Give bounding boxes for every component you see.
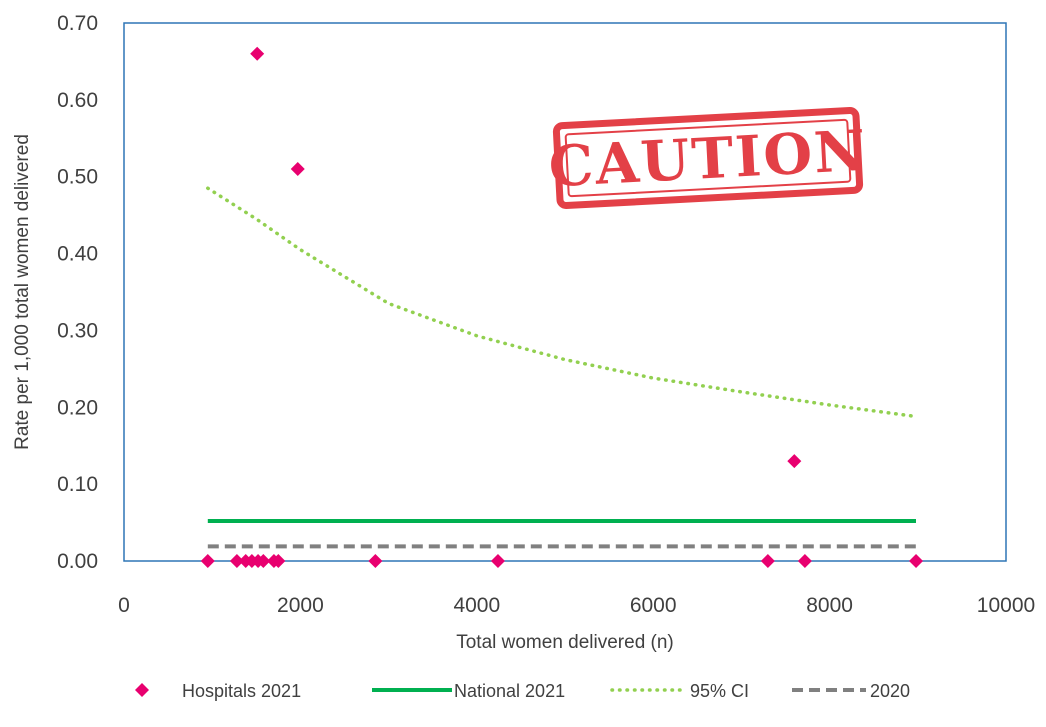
hospital-point bbox=[256, 554, 271, 568]
series-layer bbox=[200, 46, 924, 568]
hospital-point bbox=[490, 554, 505, 568]
y-tick-label: 0.00 bbox=[57, 550, 98, 573]
y-tick-label: 0.10 bbox=[57, 473, 98, 496]
hospital-point bbox=[760, 554, 775, 568]
x-tick-label: 4000 bbox=[453, 594, 500, 617]
y-tick-label: 0.50 bbox=[57, 166, 98, 189]
hospital-point bbox=[200, 554, 215, 568]
y-tick-label: 0.20 bbox=[57, 396, 98, 419]
y-tick-label: 0.60 bbox=[57, 89, 98, 112]
x-tick-label: 6000 bbox=[630, 594, 677, 617]
hospital-point bbox=[271, 554, 286, 568]
x-tick-label: 8000 bbox=[806, 594, 853, 617]
legend-marker-hospitals bbox=[135, 683, 149, 697]
legend-label-ci: 95% CI bbox=[690, 681, 749, 701]
series-line-95-ci bbox=[206, 186, 918, 419]
hospital-point bbox=[229, 554, 244, 568]
y-axis-title: Rate per 1,000 total women delivered bbox=[12, 134, 33, 450]
x-tick-label: 0 bbox=[118, 594, 130, 617]
hospital-point bbox=[368, 554, 383, 568]
x-tick-label: 10000 bbox=[977, 594, 1035, 617]
plot-frame bbox=[123, 22, 1007, 562]
hospital-point bbox=[250, 46, 265, 61]
x-axis-title: Total women delivered (n) bbox=[456, 632, 674, 653]
x-tick-label: 2000 bbox=[277, 594, 324, 617]
y-tick-label: 0.70 bbox=[57, 12, 98, 35]
x-axis-ticks: 0 2000 4000 6000 8000 10000 bbox=[118, 594, 1035, 617]
caution-stamp-border bbox=[552, 107, 864, 209]
y-tick-label: 0.40 bbox=[57, 243, 98, 266]
y-tick-label: 0.30 bbox=[57, 319, 98, 342]
legend-label-hospitals: Hospitals 2021 bbox=[182, 681, 301, 701]
hospital-point bbox=[909, 554, 924, 568]
legend: Hospitals 2021 National 2021 95% CI 2020 bbox=[135, 681, 910, 701]
hospital-point bbox=[787, 454, 802, 469]
hospital-point bbox=[290, 162, 305, 177]
caution-stamp-inner-border bbox=[564, 118, 852, 198]
hospital-point bbox=[797, 554, 812, 568]
legend-label-2020: 2020 bbox=[870, 681, 910, 701]
legend-label-national: National 2021 bbox=[454, 681, 565, 701]
y-axis-ticks: 0.00 0.10 0.20 0.30 0.40 0.50 0.60 0.70 bbox=[57, 12, 98, 573]
